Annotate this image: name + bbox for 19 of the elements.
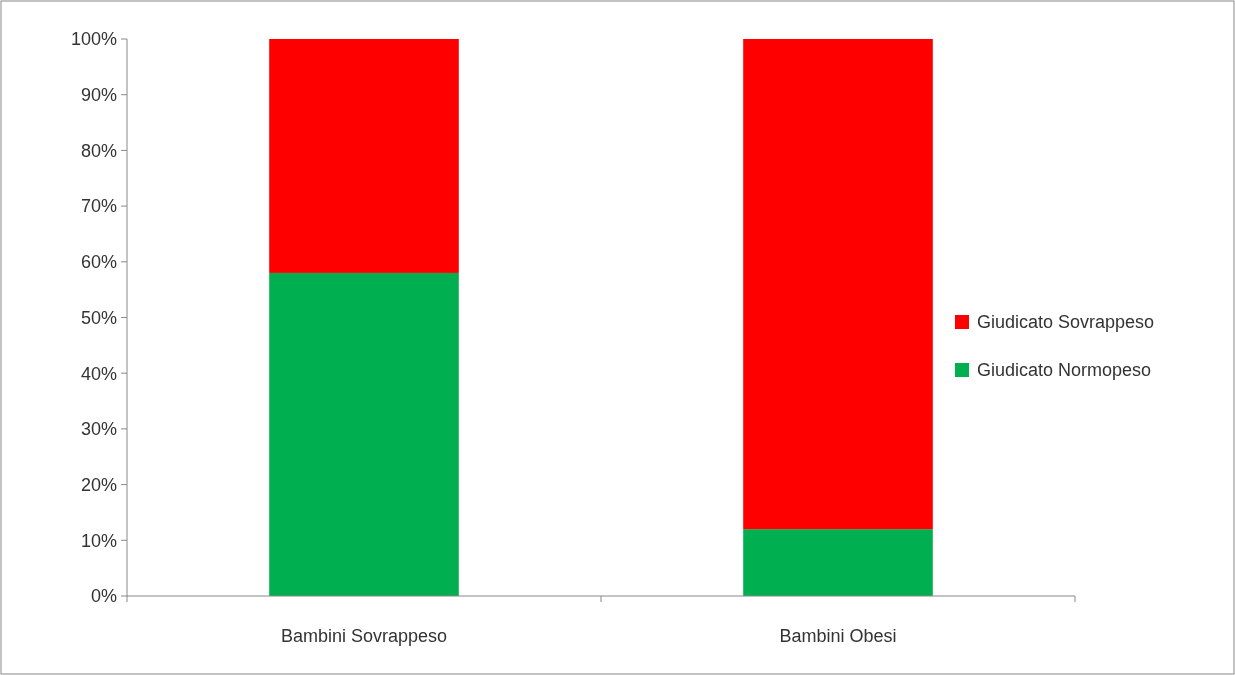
y-tick-label: 100% bbox=[70, 29, 117, 50]
y-tick-label: 80% bbox=[80, 140, 117, 161]
bar bbox=[743, 529, 933, 596]
legend-label: Giudicato Sovrappeso bbox=[977, 312, 1155, 333]
y-tick-label: 60% bbox=[80, 252, 117, 273]
bar bbox=[743, 39, 933, 530]
x-tick-label: Bambini Obesi bbox=[779, 626, 897, 646]
y-tick-label: 10% bbox=[80, 530, 117, 551]
y-tick-label: 0% bbox=[90, 586, 117, 607]
x-tick-label: Bambini Sovrappeso bbox=[280, 626, 448, 646]
y-tick-label: 50% bbox=[80, 307, 117, 328]
y-tick-label: 70% bbox=[80, 196, 117, 217]
y-tick-label: 40% bbox=[80, 363, 117, 384]
bar bbox=[269, 272, 459, 596]
y-tick-label: 30% bbox=[80, 419, 117, 440]
y-tick-label: 90% bbox=[80, 85, 117, 105]
bar bbox=[269, 39, 459, 273]
y-tick-label: 20% bbox=[80, 474, 117, 495]
legend-label: Giudicato Normopeso bbox=[977, 360, 1152, 381]
